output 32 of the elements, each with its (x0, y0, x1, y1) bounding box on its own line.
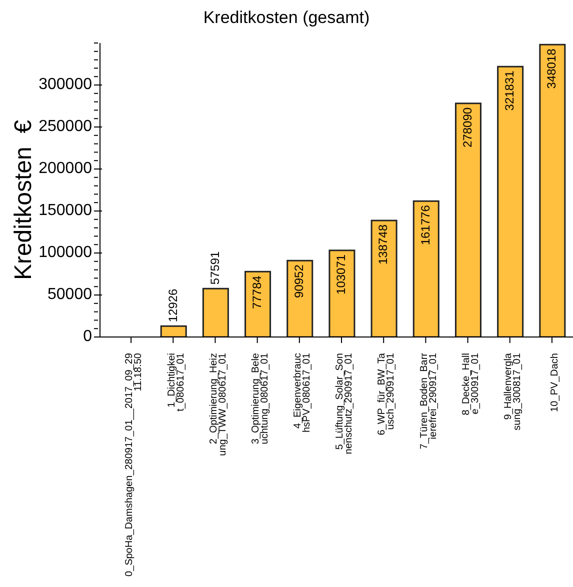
data-label: 278090 (460, 107, 474, 148)
bar (412, 200, 440, 337)
y-tick-label: 100000 (38, 244, 92, 262)
data-label: 77784 (250, 275, 264, 310)
bar (539, 44, 566, 337)
data-label: 138748 (376, 224, 390, 264)
y-tick-label: 300000 (38, 76, 92, 94)
chart-title: Kreditkosten (gesamt) (202, 8, 371, 28)
x-tick-label: 10_PV_Dach (550, 353, 561, 412)
bar (160, 325, 187, 337)
bar (244, 270, 272, 337)
bar (370, 220, 398, 337)
data-label: 348018 (544, 48, 559, 89)
data-label: 90952 (292, 264, 306, 298)
bar (202, 288, 229, 337)
y-tick-label: 150000 (38, 202, 92, 220)
data-label: 12926 (166, 288, 180, 322)
y-tick-label: 250000 (38, 118, 92, 136)
bar (286, 260, 314, 337)
bar (328, 250, 356, 337)
data-label: 321831 (502, 70, 516, 111)
data-label: 103071 (334, 254, 348, 294)
x-tick-label: 0_SpoHa_Damshagen_280917_01__2017_09_29 11.18.50 (124, 352, 144, 577)
x-tick-label: 1_Dichtigkei t_080617_01 (166, 352, 186, 412)
data-label: 57591 (208, 250, 222, 285)
y-axis-title: Kreditkosten € (10, 120, 38, 280)
bar (497, 66, 524, 337)
y-tick-label: 0 (83, 328, 92, 346)
y-tick-label: 200000 (38, 160, 92, 178)
data-label: 161776 (418, 204, 432, 246)
y-tick-label: 50000 (48, 286, 92, 304)
bar (454, 102, 482, 337)
